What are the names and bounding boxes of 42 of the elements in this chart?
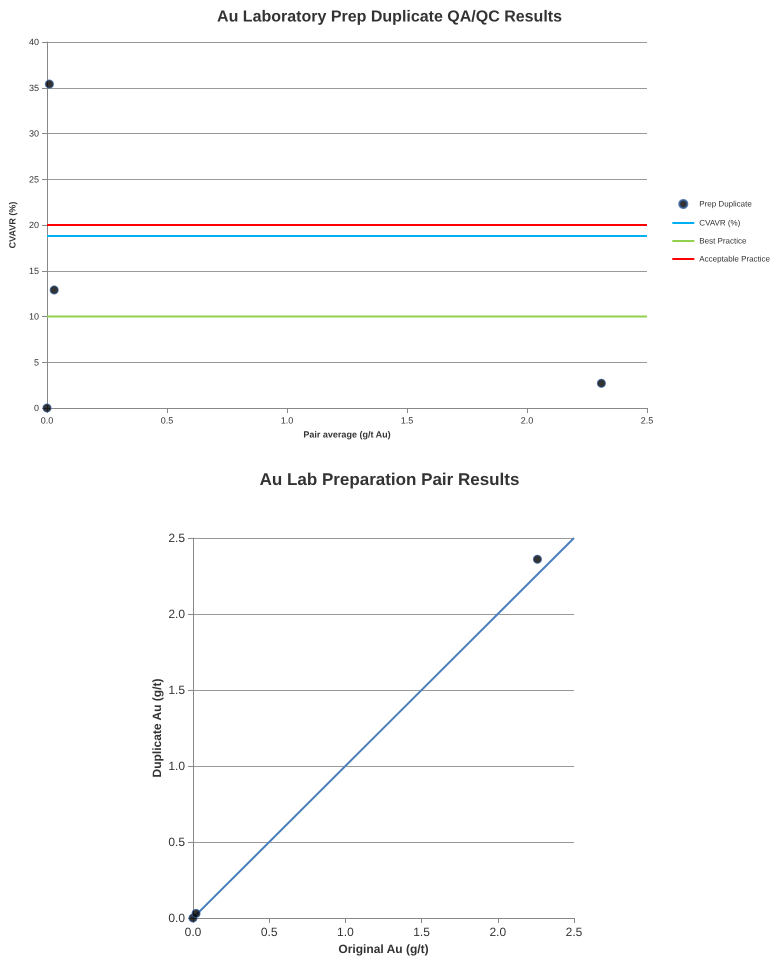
- legend-label: Best Practice: [699, 236, 747, 246]
- point: [44, 80, 54, 89]
- y-tick-label: 2.0: [168, 607, 186, 621]
- x-tick-label: 1.0: [337, 925, 354, 939]
- y-tick-label: 0.5: [168, 835, 186, 849]
- y-tick-label: 30: [28, 128, 39, 138]
- y-tick-label: 1.5: [168, 683, 186, 697]
- point: [192, 908, 201, 918]
- y-tick-label: 1.0: [168, 759, 186, 773]
- y-tick-label: 15: [28, 266, 39, 276]
- x-tick-label: 2.0: [489, 925, 506, 939]
- x-tick-label: 1.5: [400, 416, 414, 426]
- legend-label: Acceptable Practice: [699, 254, 771, 264]
- point: [596, 378, 606, 388]
- y-tick-label: 35: [28, 82, 39, 93]
- legend-label: Prep Duplicate: [699, 200, 752, 208]
- x-axis-title: Original Au (g/t): [338, 942, 429, 956]
- y-tick-label: 0.0: [168, 911, 186, 925]
- x-tick-label: 0.0: [184, 925, 202, 939]
- x-tick-label: 0.0: [40, 416, 54, 426]
- x-tick-label: 2.0: [520, 416, 534, 426]
- legend-label: CVAVR (%): [699, 218, 741, 228]
- x-tick-label: 0.5: [160, 416, 174, 426]
- x-tick-label: 1.5: [413, 925, 430, 939]
- point: [532, 554, 542, 564]
- chart-title: Au Laboratory Prep Duplicate QA/QC Results: [217, 8, 562, 26]
- chart-title: Au Lab Preparation Pair Results: [260, 470, 520, 489]
- y-axis-title: Duplicate Au (g/t): [150, 678, 164, 778]
- point: [50, 285, 59, 294]
- x-axis-title: Pair average (g/t Au): [303, 429, 391, 440]
- y-tick-label: 0: [34, 403, 39, 413]
- y-tick-label: 2.5: [168, 531, 186, 545]
- x-tick-label: 1.0: [280, 416, 294, 426]
- y-tick-label: 5: [34, 357, 39, 368]
- x-tick-label: 0.5: [260, 925, 278, 939]
- x-tick-label: 2.5: [640, 416, 654, 426]
- y-tick-label: 10: [28, 312, 39, 322]
- y-tick-label: 40: [28, 37, 39, 47]
- x-tick-label: 2.5: [566, 925, 583, 939]
- y-tick-label: 25: [28, 174, 39, 184]
- y-axis-title: CVAVR (%): [8, 202, 18, 248]
- y-tick-label: 20: [28, 220, 39, 230]
